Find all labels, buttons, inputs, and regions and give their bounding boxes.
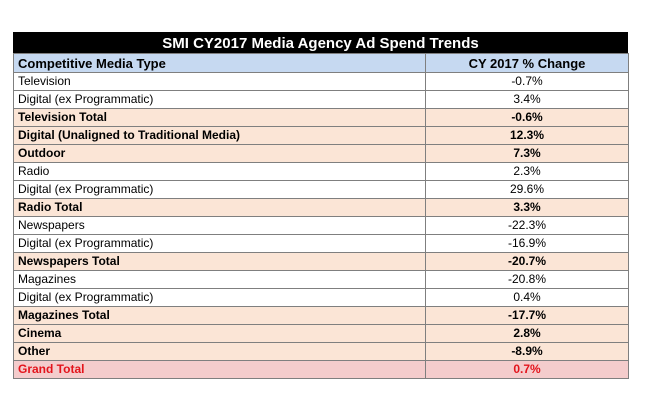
media-type-cell: Magazines [13, 270, 426, 289]
percent-change-cell: -8.9% [425, 342, 629, 361]
media-type-cell: Digital (ex Programmatic) [13, 288, 426, 307]
ad-spend-table: Competitive Media Type CY 2017 % Change … [13, 53, 629, 379]
media-type-cell: Radio [13, 162, 426, 181]
percent-change-cell: 2.3% [425, 162, 629, 181]
percent-change-cell: 0.4% [425, 288, 629, 307]
grand-total-row: Grand Total 0.7% [13, 360, 629, 379]
total-row: Radio Total 3.3% [13, 198, 629, 217]
media-type-cell: Cinema [13, 324, 426, 343]
total-row: Newspapers Total -20.7% [13, 252, 629, 271]
percent-change-cell: -20.8% [425, 270, 629, 289]
media-type-cell: Grand Total [13, 360, 426, 379]
media-type-cell: Television Total [13, 108, 426, 127]
total-row: Outdoor 7.3% [13, 144, 629, 163]
percent-change-cell: -0.6% [425, 108, 629, 127]
table-row: Radio 2.3% [13, 162, 629, 181]
media-type-cell: Other [13, 342, 426, 361]
percent-change-cell: -0.7% [425, 72, 629, 91]
percent-change-cell: -20.7% [425, 252, 629, 271]
table-row: Digital (ex Programmatic) -16.9% [13, 234, 629, 253]
total-row: Television Total -0.6% [13, 108, 629, 127]
table-row: Digital (ex Programmatic) 29.6% [13, 180, 629, 199]
media-type-cell: Magazines Total [13, 306, 426, 325]
table-row: Digital (ex Programmatic) 3.4% [13, 90, 629, 109]
table-title: SMI CY2017 Media Agency Ad Spend Trends [13, 32, 628, 53]
percent-change-cell: 12.3% [425, 126, 629, 145]
media-type-cell: Digital (ex Programmatic) [13, 234, 426, 253]
media-type-cell: Radio Total [13, 198, 426, 217]
percent-change-cell: 7.3% [425, 144, 629, 163]
column-header-percent-change: CY 2017 % Change [425, 53, 629, 73]
percent-change-cell: 2.8% [425, 324, 629, 343]
header-row: Competitive Media Type CY 2017 % Change [13, 53, 629, 73]
media-type-cell: Digital (Unaligned to Traditional Media) [13, 126, 426, 145]
media-type-cell: Outdoor [13, 144, 426, 163]
percent-change-cell: 3.4% [425, 90, 629, 109]
percent-change-cell: 29.6% [425, 180, 629, 199]
table-body: Television -0.7% Digital (ex Programmatic)… [13, 72, 629, 379]
table-row: Digital (ex Programmatic) 0.4% [13, 288, 629, 307]
media-type-cell: Digital (ex Programmatic) [13, 90, 426, 109]
percent-change-cell: 0.7% [425, 360, 629, 379]
table-row: Television -0.7% [13, 72, 629, 91]
total-row: Other -8.9% [13, 342, 629, 361]
table-row: Magazines -20.8% [13, 270, 629, 289]
media-type-cell: Newspapers [13, 216, 426, 235]
media-type-cell: Newspapers Total [13, 252, 426, 271]
ad-spend-table-sheet: SMI CY2017 Media Agency Ad Spend Trends … [13, 32, 629, 379]
percent-change-cell: -22.3% [425, 216, 629, 235]
percent-change-cell: -17.7% [425, 306, 629, 325]
table-row: Newspapers -22.3% [13, 216, 629, 235]
media-type-cell: Television [13, 72, 426, 91]
total-row: Magazines Total -17.7% [13, 306, 629, 325]
media-type-cell: Digital (ex Programmatic) [13, 180, 426, 199]
total-row: Cinema 2.8% [13, 324, 629, 343]
percent-change-cell: -16.9% [425, 234, 629, 253]
percent-change-cell: 3.3% [425, 198, 629, 217]
total-row: Digital (Unaligned to Traditional Media)… [13, 126, 629, 145]
column-header-media-type: Competitive Media Type [13, 53, 426, 73]
